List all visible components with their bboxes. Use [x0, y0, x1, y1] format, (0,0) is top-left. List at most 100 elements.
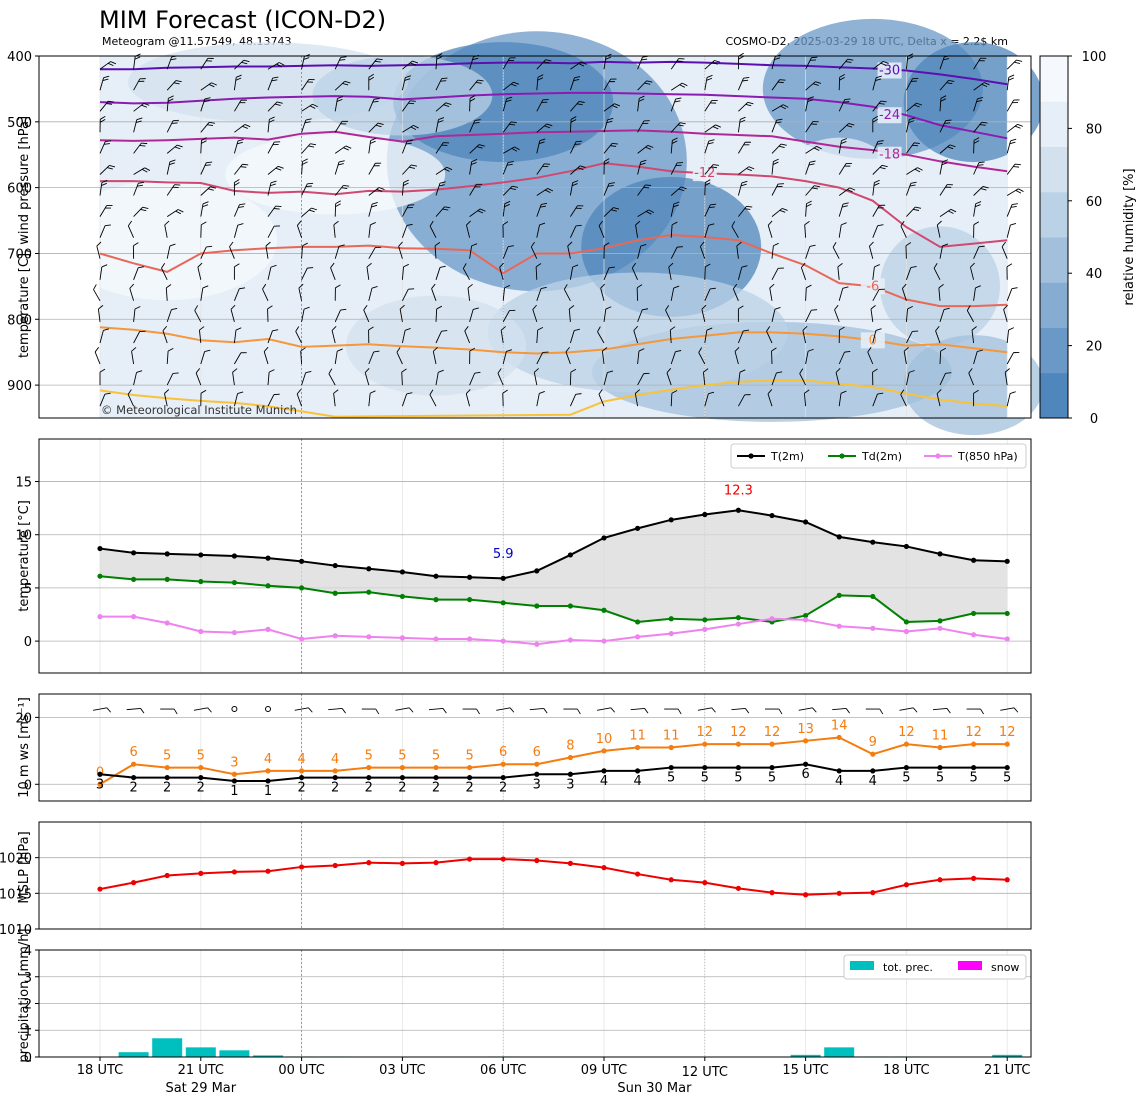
data-point: [735, 741, 742, 747]
colorbar-band: [1040, 101, 1068, 147]
series-line: [99, 575, 1008, 623]
wind-barb: [496, 707, 515, 713]
data-point: [500, 856, 506, 862]
isotherm-line: [99, 233, 1008, 308]
wind-barb: [634, 389, 641, 407]
colorbar-band: [1040, 237, 1068, 283]
isotherm-line: [99, 326, 1008, 355]
wind-barb: [301, 78, 315, 91]
wind-barb: [771, 104, 789, 112]
wind-barb: [166, 209, 184, 217]
data-label: 8: [566, 739, 574, 754]
wind-barb: [368, 187, 385, 196]
data-point: [668, 877, 674, 883]
wind-barb: [637, 209, 655, 217]
wind-barb: [401, 368, 407, 386]
wind-barb: [1006, 327, 1015, 344]
wind-barb: [737, 180, 748, 196]
wind-barb: [637, 243, 647, 259]
humidity-margin-right: [1007, 56, 1031, 418]
wind-barb: [234, 352, 247, 365]
data-label: 4: [264, 752, 272, 767]
data-point: [1004, 636, 1010, 642]
wind-barb: [536, 138, 546, 154]
data-point: [769, 741, 775, 747]
wind-barb: [469, 243, 478, 259]
y-tick-label: 1020: [0, 852, 32, 867]
wind-barb: [530, 241, 538, 259]
wind-barb: [838, 58, 854, 70]
data-point: [97, 545, 103, 552]
calm-marker: [265, 706, 271, 713]
wind-barb: [133, 266, 145, 280]
data-point: [164, 551, 170, 557]
wind-barb: [701, 304, 707, 323]
wind-barb: [932, 707, 951, 714]
data-point: [803, 761, 809, 767]
series-line: [99, 763, 1008, 782]
data-point: [131, 614, 137, 620]
wind-barb: [838, 123, 855, 133]
wind-barb: [704, 60, 721, 70]
data-point: [97, 781, 103, 787]
wind-barb: [799, 368, 807, 386]
wind-barb: [200, 57, 214, 70]
data-point: [332, 862, 338, 869]
y-tick-label: 3: [24, 971, 32, 986]
colorbar-band: [1040, 327, 1068, 374]
wind-barb: [630, 707, 649, 714]
wind-barb: [569, 180, 579, 196]
data-point: [366, 589, 372, 595]
data-label: 2: [499, 781, 507, 796]
wind-barb: [200, 137, 207, 154]
wind-barb: [737, 369, 746, 386]
wind-barb: [529, 707, 548, 714]
series-line: [99, 736, 1008, 786]
wind-barb: [905, 181, 917, 196]
isotherm-label: -30: [879, 63, 900, 78]
wind-barb: [603, 158, 610, 175]
wind-barb: [900, 389, 907, 407]
wind-barb: [935, 325, 941, 344]
wind-barb: [670, 350, 682, 365]
data-label: 2: [432, 781, 440, 796]
isotherm-label: -24: [879, 108, 900, 123]
wind-barb: [301, 158, 308, 175]
wind-barb: [939, 208, 957, 217]
wind-barb: [334, 244, 345, 259]
wind-barb: [1006, 138, 1017, 154]
data-label: 2: [465, 781, 473, 796]
data-point: [668, 616, 674, 622]
wind-barb: [704, 179, 711, 196]
wind-barb: [331, 325, 337, 344]
wind-barb: [603, 207, 620, 217]
data-label: 3: [566, 777, 574, 792]
data-label: 12: [898, 725, 915, 740]
wind-barb: [804, 389, 810, 407]
wind-barb: [669, 326, 676, 344]
data-label: 2: [297, 781, 305, 796]
wind-barb: [330, 262, 336, 280]
data-point: [769, 890, 775, 896]
data-label: 5: [936, 771, 944, 786]
wind-barb: [637, 184, 652, 196]
data-label: 5: [398, 749, 406, 764]
data-point: [265, 778, 271, 784]
wind-barb: [368, 246, 382, 259]
data-point: [231, 778, 237, 784]
upper-y-axis: 400 500 600 700 800 900: [7, 50, 1031, 394]
data-point: [231, 579, 237, 586]
wind-barb: [635, 220, 641, 238]
wind-barb: [906, 77, 919, 91]
wind-barb: [200, 121, 215, 133]
data-point: [366, 634, 372, 640]
isotherm-line: [99, 91, 1008, 140]
data-label: 5: [465, 749, 473, 764]
wind-barb: [334, 308, 347, 323]
wind-barb: [633, 325, 639, 344]
data-label: 2: [197, 781, 205, 796]
wind-barb: [737, 76, 750, 91]
wind-barb: [1006, 222, 1017, 238]
colorbar: 0 20 40 60 80 100 relative humidity [%]: [1039, 50, 1137, 427]
humidity-contour: [346, 295, 526, 396]
